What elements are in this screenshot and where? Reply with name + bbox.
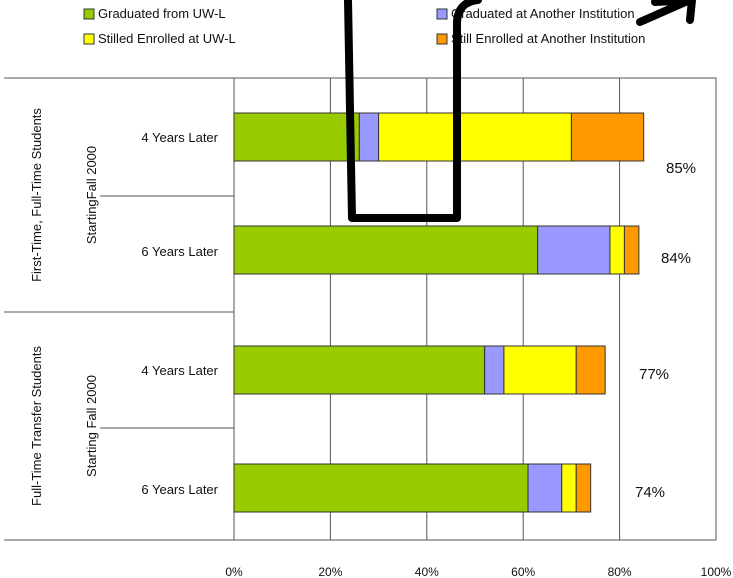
bar-segment [378,112,572,162]
total-label: 85% [666,160,696,177]
category-labels: 4 Years Later 6 Years Later 4 Years Later 6… [141,130,218,497]
legend-swatch [436,33,448,45]
bar-segment [233,345,486,395]
bar-segment [484,345,505,395]
bar-segment [233,112,360,162]
bars [233,112,645,513]
category-label: 4 Years Later [141,363,218,378]
legend-label: Still Enrolled at Another Institution [451,31,645,46]
group-label: Full-Time Transfer Students [29,346,44,506]
bar-segment [570,112,645,162]
x-tick-label: 20% [318,565,342,578]
total-label: 74% [635,484,665,501]
legend-swatch [436,8,448,20]
x-tick-label: 40% [415,565,439,578]
x-tick-label: 80% [608,565,632,578]
bar-segment [575,463,592,513]
x-tick-label: 60% [511,565,535,578]
bar-segment [233,225,539,275]
group-label: First-Time, Full-Time Students [29,108,44,282]
bar-segment [233,463,529,513]
x-tick-label: 0% [225,565,243,578]
arrow-head [636,0,696,26]
x-axis-ticks: 0% 20% 40% 60% 80% 100% [225,565,731,578]
plot-frame [233,77,717,541]
total-labels: 85% 84% 77% 74% [635,160,696,501]
legend-label: Stilled Enrolled at UW-L [98,31,236,46]
hand-drawn-arrow-annotation [344,0,696,222]
category-label: 6 Years Later [141,244,218,259]
category-label: 6 Years Later [141,482,218,497]
x-tick-label: 100% [701,565,732,578]
bar-segment [503,345,577,395]
bar-segment [527,463,563,513]
legend-swatch [83,8,95,20]
legend-swatch [83,33,95,45]
arrow-stroke [344,0,482,222]
category-label: 4 Years Later [141,130,218,145]
bar-segment [623,225,640,275]
legend-label: Graduated at Another Institution [451,6,635,21]
legend: Graduated from UW-L Graduated at Another … [83,6,645,46]
plot-area [233,77,717,541]
group-sublabel: StartingFall 2000 [84,146,99,244]
total-label: 84% [661,250,691,267]
bar-segment [609,225,625,275]
legend-label: Graduated from UW-L [98,6,226,21]
total-label: 77% [639,366,669,383]
bar-segment [358,112,380,162]
group-sublabel: Starting Fall 2000 [84,375,99,477]
bar-segment [561,463,577,513]
bar-segment [537,225,611,275]
bar-segment [575,345,606,395]
group-labels: First-Time, Full-Time Students StartingFa… [4,77,234,541]
